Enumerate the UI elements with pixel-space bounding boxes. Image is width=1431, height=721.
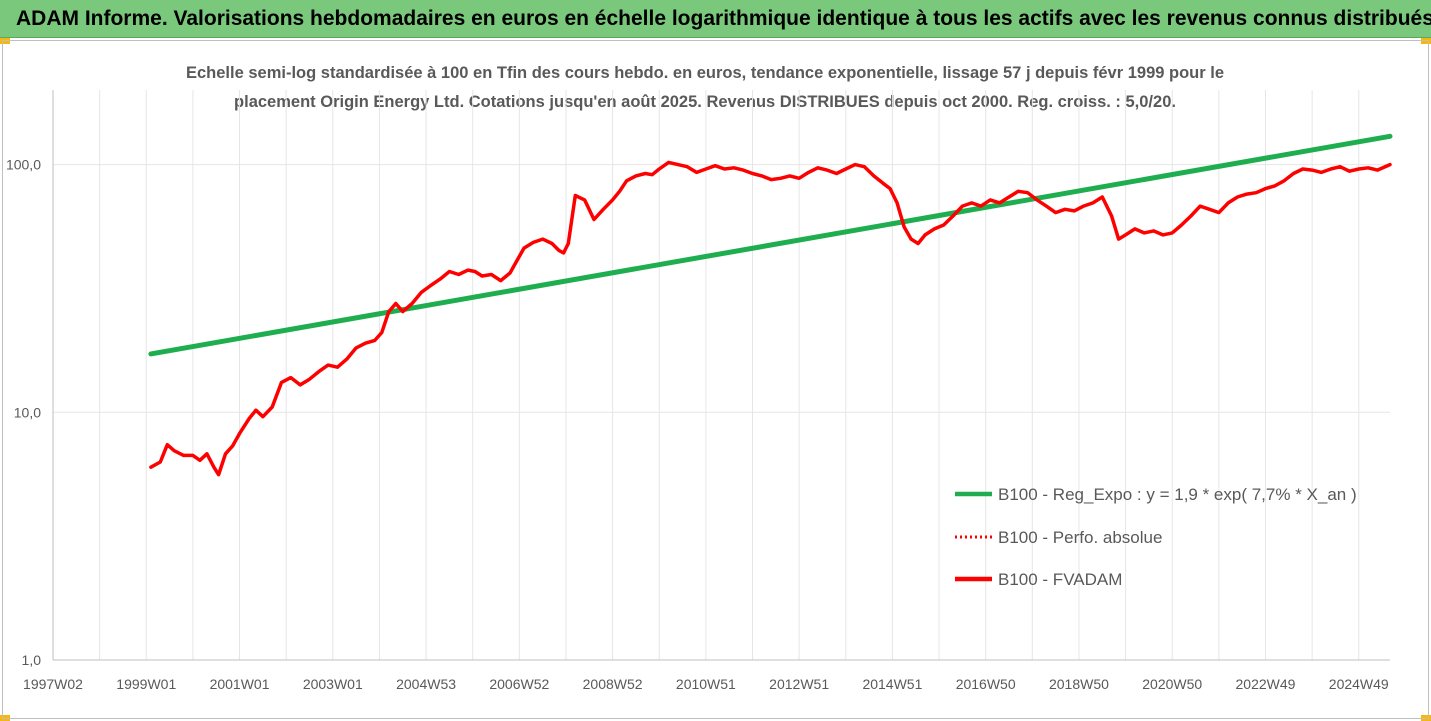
legend-label-0: B100 - Reg_Expo : y = 1,9 * exp( 7,7% * … xyxy=(998,485,1357,504)
y-tick-label: 1,0 xyxy=(22,652,42,668)
corner-marker-top-right xyxy=(1421,38,1431,44)
x-tick-label: 2003W01 xyxy=(303,676,363,692)
series-line-2 xyxy=(149,160,1392,477)
chart-frame xyxy=(2,40,1429,719)
x-tick-label: 2012W51 xyxy=(769,676,829,692)
legend-label-2: B100 - FVADAM xyxy=(998,570,1122,589)
x-tick-label: 1997W02 xyxy=(23,676,83,692)
x-tick-label: 2024W49 xyxy=(1329,676,1389,692)
x-tick-label: 2006W52 xyxy=(489,676,549,692)
x-tick-label: 2016W50 xyxy=(956,676,1016,692)
x-tick-label: 2022W49 xyxy=(1236,676,1296,692)
x-tick-label: 2014W51 xyxy=(862,676,922,692)
x-tick-label: 2008W52 xyxy=(583,676,643,692)
x-tick-label: 2001W01 xyxy=(210,676,270,692)
y-tick-label: 10,0 xyxy=(14,404,41,420)
corner-marker-top-left xyxy=(0,38,10,44)
report-banner-title: ADAM Informe. Valorisations hebdomadaire… xyxy=(16,7,1431,30)
series-layer xyxy=(148,133,1393,477)
x-tick-label: 2020W50 xyxy=(1142,676,1202,692)
grid-layer xyxy=(52,90,1390,661)
report-banner: ADAM Informe. Valorisations hebdomadaire… xyxy=(0,0,1431,38)
chart-title-line-2: placement Origin Energy Ltd. Cotations j… xyxy=(234,93,1176,111)
series-line-0 xyxy=(148,133,1393,357)
x-tick-label: 2004W53 xyxy=(396,676,456,692)
x-tick-label: 2010W51 xyxy=(676,676,736,692)
x-tick-label: 1999W01 xyxy=(116,676,176,692)
chart-title-line-1: Echelle semi-log standardisée à 100 en T… xyxy=(185,64,1225,82)
x-tick-label: 2018W50 xyxy=(1049,676,1109,692)
axis-layer: 1,0 10,0 100,0 1997W02 1999W01 2001W01 2003W01… xyxy=(6,90,1390,692)
y-tick-label: 100,0 xyxy=(6,157,41,173)
legend: B100 - Reg_Expo : y = 1,9 * exp( 7,7% * … xyxy=(955,485,1357,589)
legend-label-1: B100 - Perfo. absolue xyxy=(998,528,1162,547)
